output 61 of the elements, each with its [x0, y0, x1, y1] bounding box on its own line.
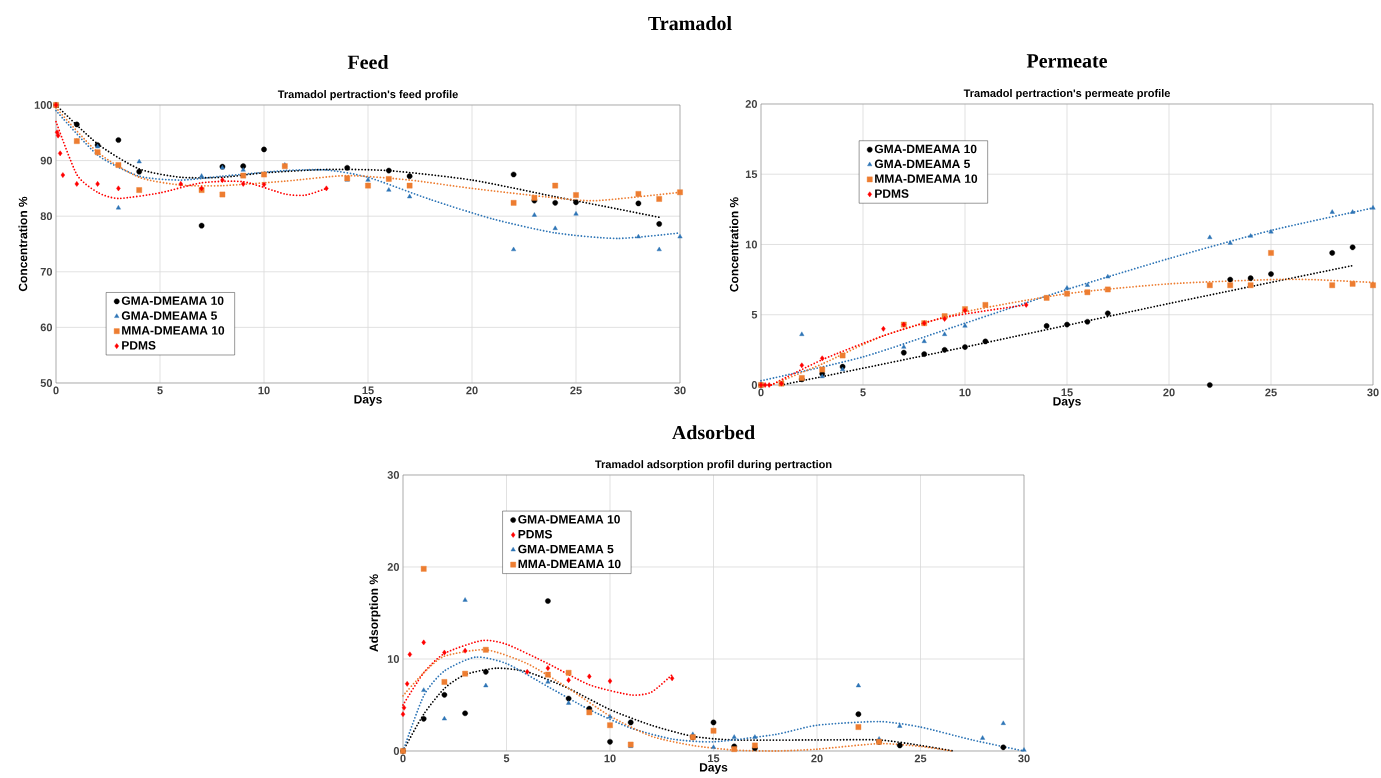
x-axis-title: Days [354, 395, 382, 406]
y-tick-label: 90 [40, 156, 53, 165]
x-tick-label: 20 [1163, 388, 1175, 397]
x-tick-label: 0 [758, 388, 764, 397]
legend-label: MMA-DMEAMA 10 [875, 174, 978, 183]
legend-label: GMA-DMEAMA 5 [518, 544, 614, 554]
y-tick-label: 0 [393, 747, 400, 755]
y-tick-label: 20 [745, 100, 758, 108]
x-tick-label: 15 [362, 386, 374, 395]
x-axis-title: Days [1053, 397, 1081, 408]
y-tick-label: 5 [751, 310, 758, 319]
x-tick-label: 20 [466, 386, 478, 395]
x-tick-label: 30 [1367, 388, 1379, 397]
y-tick-label: 0 [751, 381, 758, 389]
y-axis-title: Concentration % [18, 196, 28, 292]
x-tick-label: 30 [674, 386, 686, 395]
y-axis-title: Adsorption % [369, 574, 381, 652]
x-tick-label: 25 [570, 386, 582, 395]
x-tick-label: 0 [53, 386, 59, 395]
text: Tramadol [648, 16, 732, 31]
x-tick-label: 30 [1018, 754, 1030, 763]
chart-title: Adsorbed [672, 425, 755, 440]
chart-subtitle: Tramadol pertraction's permeate profile [963, 89, 1171, 100]
x-tick-label: 20 [811, 754, 823, 763]
legend-label: PDMS [875, 189, 909, 198]
legend-label: GMA-DMEAMA 5 [121, 311, 217, 320]
x-axis-title: Days [699, 763, 728, 774]
x-tick-label: 5 [157, 386, 163, 395]
y-tick-label: 10 [387, 655, 400, 663]
legend-label: GMA-DMEAMA 10 [874, 144, 977, 154]
y-tick-label: 15 [745, 170, 758, 179]
legend-label: GMA-DMEAMA 5 [874, 159, 970, 169]
legend-label: GMA-DMEAMA 10 [121, 296, 224, 305]
x-tick-label: 0 [400, 754, 406, 763]
y-tick-label: 100 [34, 101, 53, 109]
x-tick-label: 5 [860, 388, 866, 397]
chart-subtitle: Tramadol adsorption profil during pertraction [595, 460, 832, 471]
legend-label: GMA-DMEAMA 10 [518, 515, 620, 524]
legend-label: PDMS [122, 341, 156, 350]
x-tick-label: 10 [959, 388, 971, 397]
y-tick-label: 60 [40, 323, 53, 332]
x-tick-label: 25 [914, 754, 927, 763]
legend-label: MMA-DMEAMA 10 [122, 326, 225, 335]
legend-label: MMA-DMEAMA 10 [518, 559, 621, 569]
chart-title: Feed [347, 54, 389, 70]
y-tick-label: 70 [40, 267, 53, 276]
y-tick-label: 50 [40, 379, 53, 387]
legend-label: PDMS [518, 529, 552, 539]
y-tick-label: 80 [40, 212, 53, 221]
y-tick-label: 30 [387, 471, 400, 479]
y-axis-title: Concentration % [729, 197, 739, 292]
chart-title: Permeate [1026, 54, 1108, 68]
chart-subtitle: Tramadol pertraction's feed profile [277, 90, 458, 101]
x-tick-label: 25 [1265, 388, 1277, 397]
x-tick-label: 15 [708, 754, 720, 763]
x-tick-label: 5 [503, 754, 510, 763]
x-tick-label: 10 [258, 386, 270, 395]
x-tick-label: 15 [1061, 388, 1073, 397]
x-tick-label: 10 [604, 754, 616, 763]
y-tick-label: 20 [387, 563, 400, 571]
y-tick-label: 10 [745, 240, 758, 249]
